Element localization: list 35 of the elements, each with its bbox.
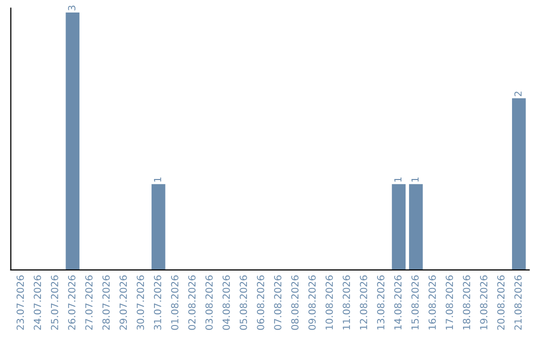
x-tick-label: 18.08.2026	[462, 275, 470, 330]
x-tick-label: 16.08.2026	[428, 275, 436, 330]
x-tick-label: 24.07.2026	[34, 275, 42, 330]
x-tick-label: 10.08.2026	[326, 275, 333, 330]
x-tick-label: 05.08.2026	[240, 275, 248, 330]
x-tick-label: 08.08.2026	[291, 275, 299, 330]
x-tick-label: 01.08.2026	[171, 275, 178, 330]
x-tick-label: 04.08.2026	[222, 275, 230, 330]
x-tick-label: 17.08.2026	[446, 275, 454, 330]
x-tick-label: 25.07.2026	[50, 275, 58, 330]
x-tick-label: 09.08.2026	[308, 275, 316, 330]
x-tick-label: 06.08.2026	[256, 275, 264, 330]
x-tick-label: 13.08.2026	[377, 275, 384, 330]
x-tick-label: 29.07.2026	[120, 275, 127, 330]
x-tick-label: 11.08.2026	[342, 275, 350, 330]
x-tick-label: 03.08.2026	[205, 275, 213, 330]
x-tick-label: 02.08.2026	[188, 275, 196, 330]
x-tick-label: 19.08.2026	[480, 275, 488, 330]
data-label: 2	[514, 92, 522, 96]
x-tick-label: 07.08.2026	[274, 275, 282, 330]
data-label: 3	[68, 6, 76, 10]
x-tick-label: 27.07.2026	[85, 275, 93, 330]
x-tick-label: 30.07.2026	[136, 275, 144, 330]
x-tick-label: 28.07.2026	[102, 275, 110, 330]
x-tick-label: 14.08.2026	[394, 275, 402, 330]
x-tick-label: 26.07.2026	[68, 275, 76, 330]
x-tick-label: 23.07.2026	[16, 275, 24, 330]
data-label: 1	[394, 177, 402, 182]
x-tick-label: 12.08.2026	[360, 275, 368, 330]
x-tick-label: 20.08.2026	[497, 275, 505, 330]
data-label: 1	[154, 177, 162, 182]
x-tick-label: 31.07.2026	[154, 275, 162, 330]
x-tick-label: 21.08.2026	[514, 275, 522, 330]
data-label: 1	[412, 177, 419, 182]
x-tick-label: 15.08.2026	[411, 275, 419, 330]
